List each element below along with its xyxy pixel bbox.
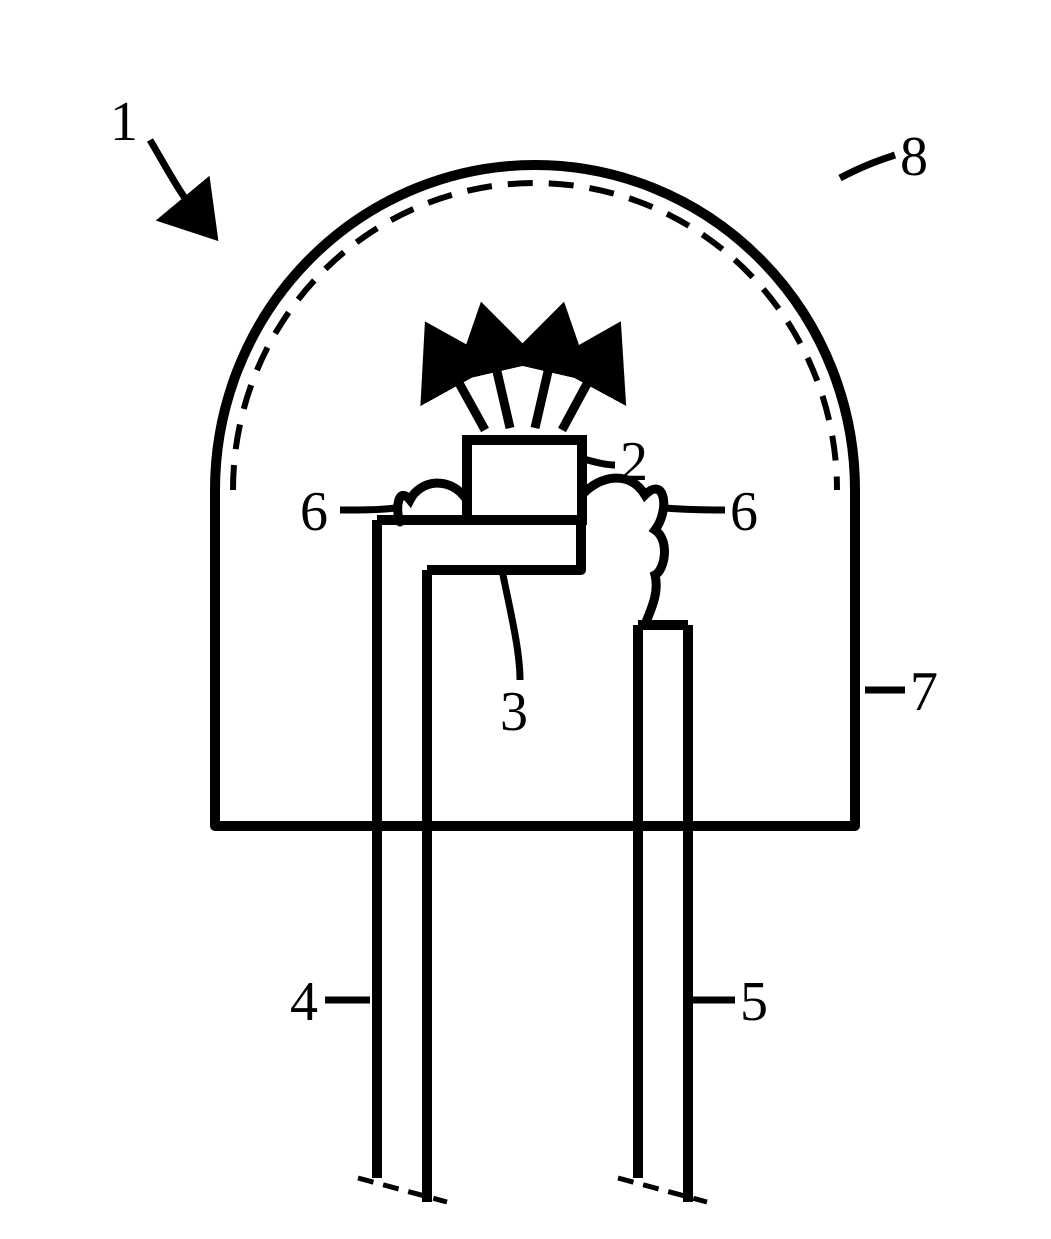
diagram-svg bbox=[0, 0, 1051, 1234]
leader-6-left bbox=[340, 508, 395, 510]
led-chip bbox=[467, 440, 582, 520]
light-arrow-2 bbox=[487, 328, 510, 428]
bond-wire-right bbox=[582, 478, 664, 625]
label-2: 2 bbox=[620, 430, 648, 494]
break-line-right bbox=[618, 1178, 707, 1202]
led-diagram: 1 8 2 6 6 7 3 4 5 bbox=[0, 0, 1051, 1234]
label-7: 7 bbox=[910, 660, 938, 724]
label-3: 3 bbox=[500, 680, 528, 744]
chip-platform bbox=[377, 520, 581, 570]
label-5: 5 bbox=[740, 970, 768, 1034]
label-6-right: 6 bbox=[730, 480, 758, 544]
light-arrow-3 bbox=[535, 328, 558, 428]
label-1: 1 bbox=[110, 90, 138, 154]
leader-1 bbox=[150, 140, 205, 225]
leader-6-right bbox=[665, 508, 725, 510]
label-4: 4 bbox=[290, 970, 318, 1034]
break-line-left bbox=[358, 1178, 447, 1202]
light-arrow-1 bbox=[438, 345, 485, 430]
leader-8 bbox=[840, 155, 895, 178]
label-8: 8 bbox=[900, 125, 928, 189]
label-6-left: 6 bbox=[300, 480, 328, 544]
leader-3 bbox=[502, 570, 520, 680]
light-arrow-4 bbox=[562, 345, 608, 430]
